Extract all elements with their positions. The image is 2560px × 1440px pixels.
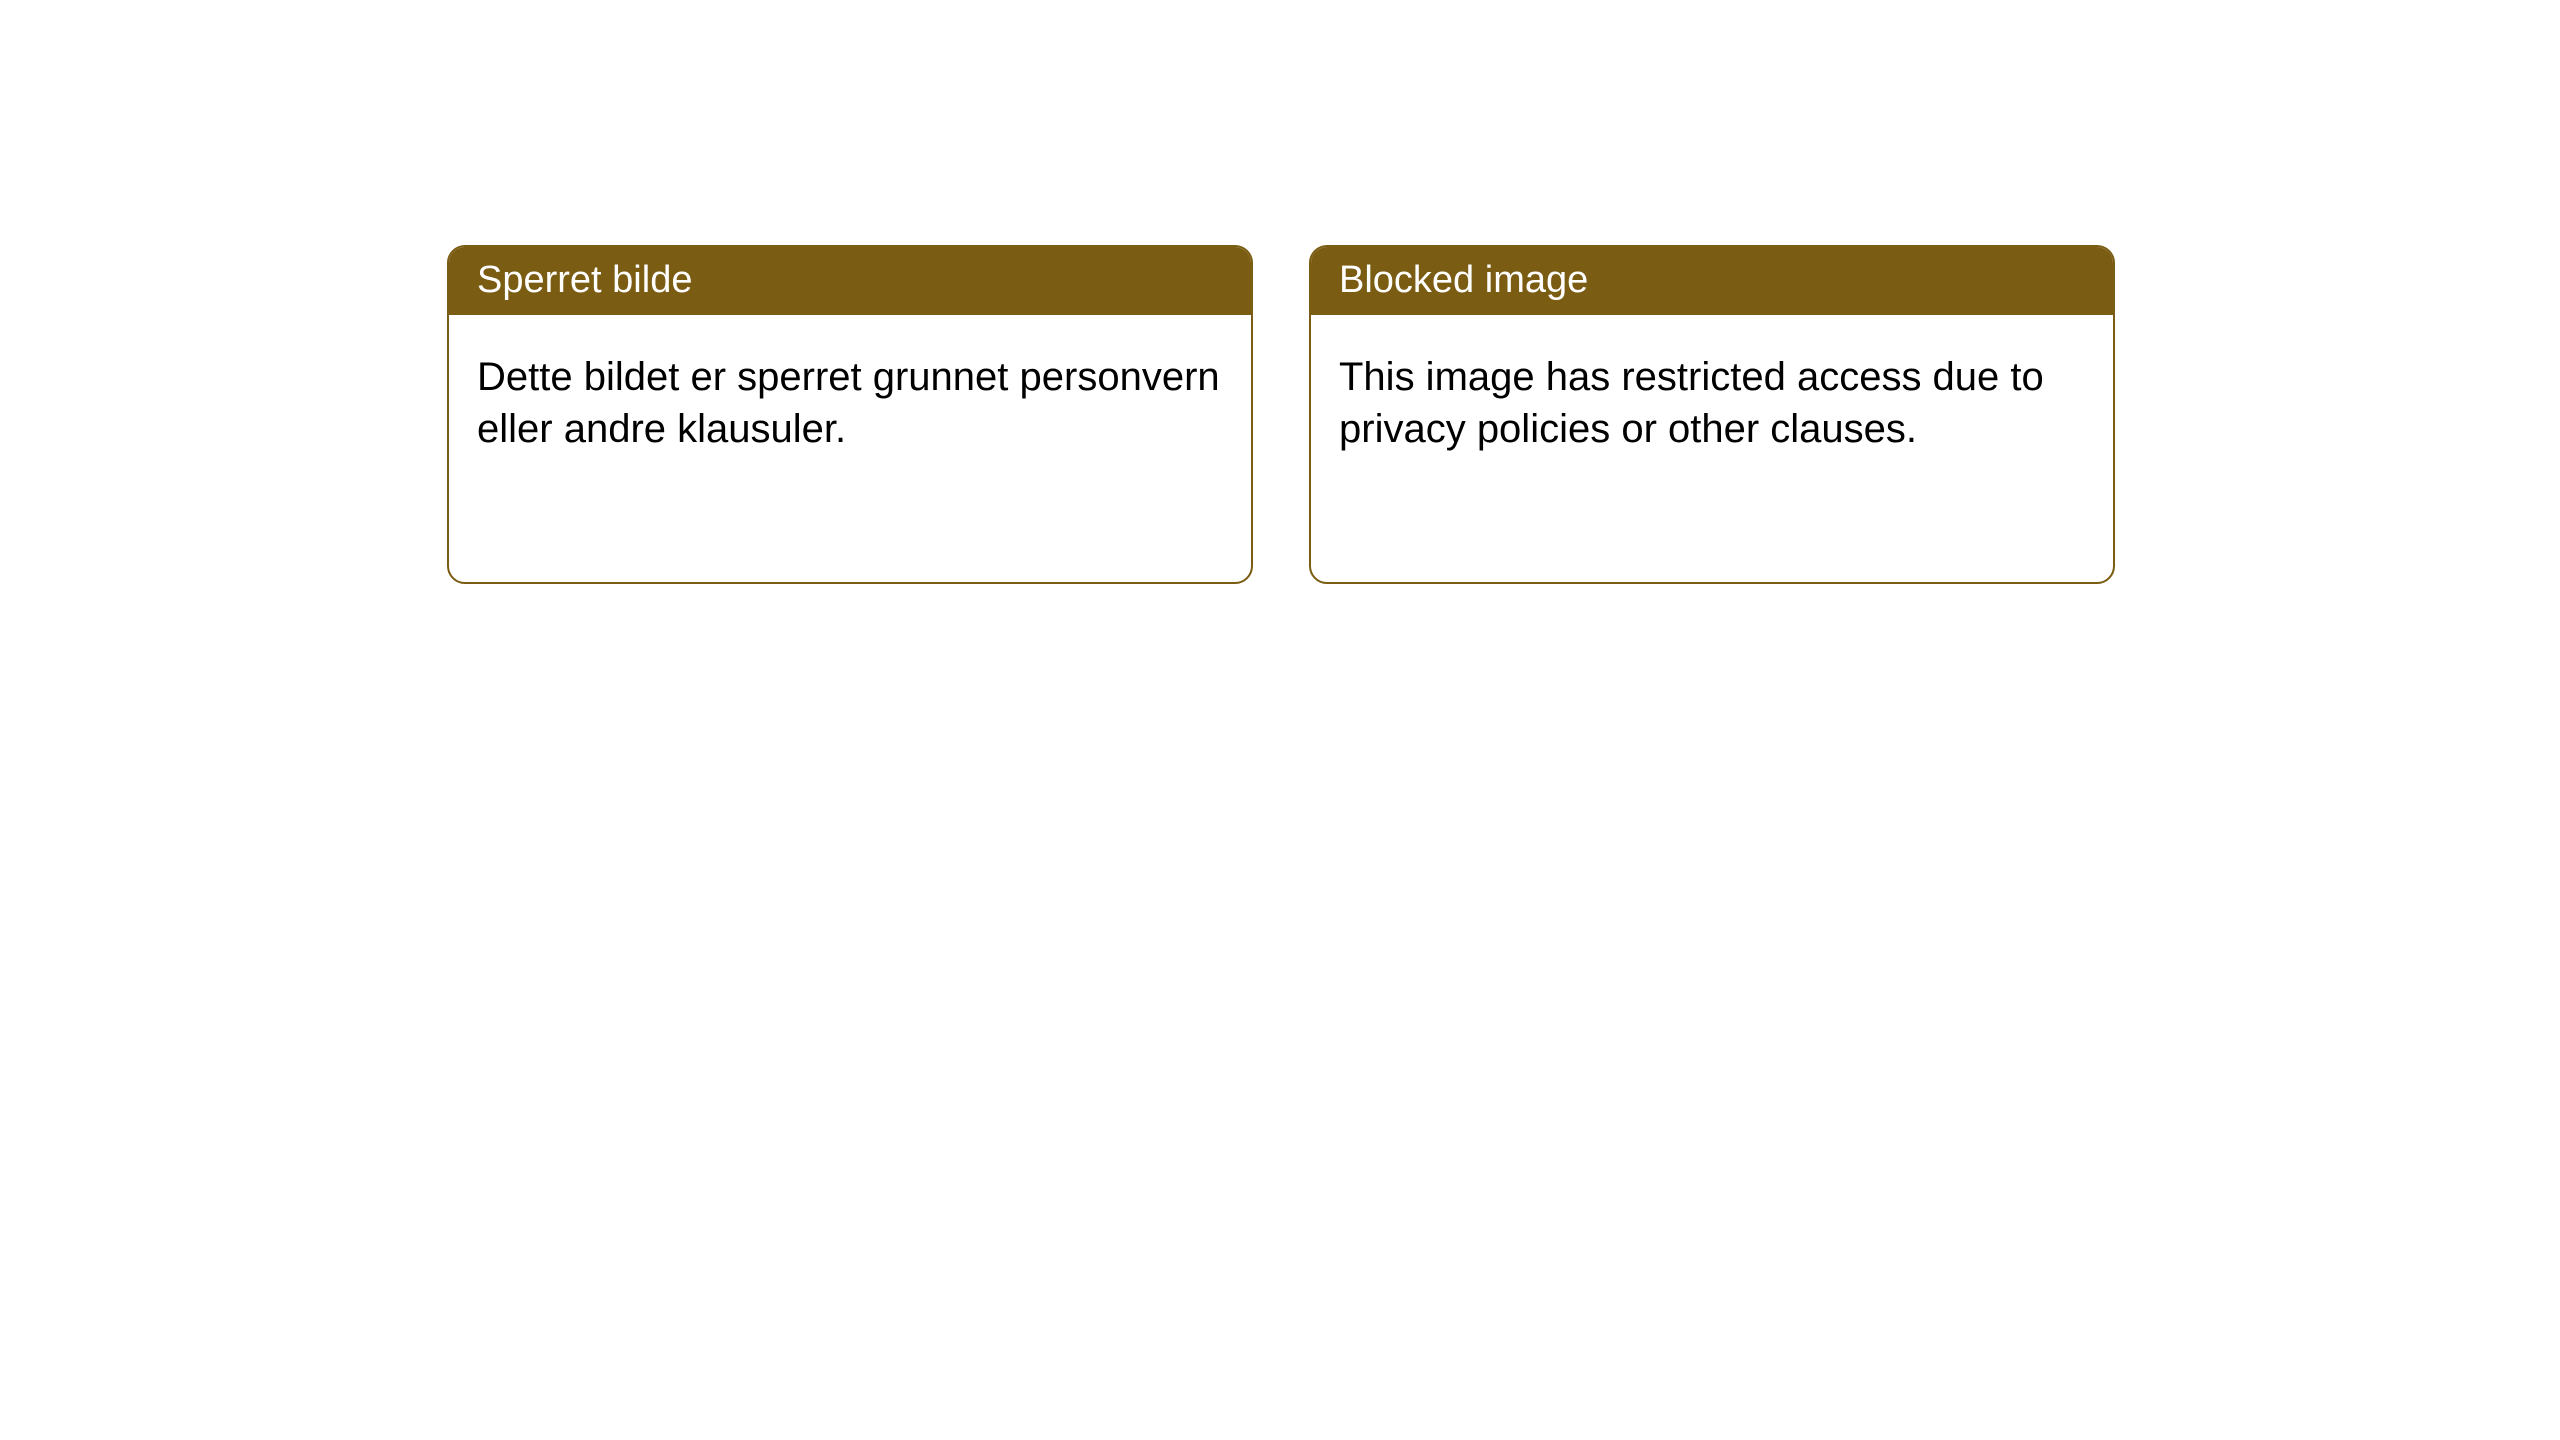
card-header: Sperret bilde [449,247,1251,315]
notice-card-norwegian: Sperret bilde Dette bildet er sperret gr… [447,245,1253,584]
notice-card-english: Blocked image This image has restricted … [1309,245,2115,584]
notice-card-container: Sperret bilde Dette bildet er sperret gr… [0,0,2560,584]
card-body: This image has restricted access due to … [1311,315,2113,491]
card-title: Sperret bilde [477,259,692,301]
card-title: Blocked image [1339,259,1588,301]
card-body-text: This image has restricted access due to … [1339,355,2044,451]
card-body-text: Dette bildet er sperret grunnet personve… [477,355,1220,451]
card-header: Blocked image [1311,247,2113,315]
card-body: Dette bildet er sperret grunnet personve… [449,315,1251,491]
